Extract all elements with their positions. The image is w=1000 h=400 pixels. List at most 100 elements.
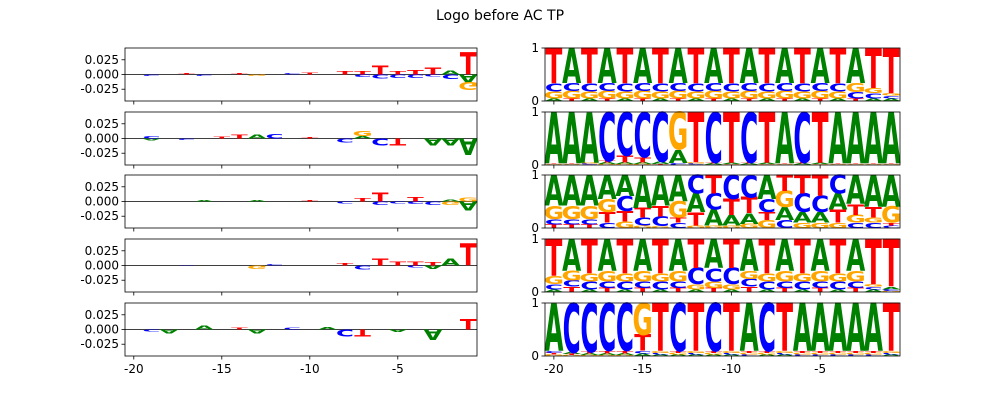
probability-letter: T xyxy=(758,39,775,96)
probability-letter: G xyxy=(757,164,777,165)
y-tick-label: 0.025 xyxy=(85,244,119,258)
attribution-letter: C xyxy=(354,264,372,270)
attribution-letter: A xyxy=(459,133,479,160)
probability-letter: A xyxy=(615,289,635,293)
probability-letter: T xyxy=(723,195,740,220)
probability-letter: T xyxy=(847,351,864,353)
probability-letter: G xyxy=(544,274,564,287)
probability-letter: G xyxy=(650,226,670,229)
probability-letter: C xyxy=(616,82,634,95)
probability-letter: A xyxy=(811,209,830,226)
probability-letter: G xyxy=(668,353,688,355)
probability-letter: T xyxy=(563,98,580,102)
probability-letter: T xyxy=(545,163,562,164)
probability-letter: T xyxy=(829,39,846,96)
probability-letter: A xyxy=(544,99,563,180)
probability-letter: A xyxy=(615,353,635,355)
probability-letter: G xyxy=(562,90,582,101)
y-tick-label: -0.025 xyxy=(80,209,119,223)
attribution-letter: C xyxy=(266,133,284,141)
probability-letter: T xyxy=(741,286,759,294)
probability-letter: T xyxy=(687,39,704,96)
attribution-letter: G xyxy=(458,79,478,91)
y-tick-label: -0.025 xyxy=(80,273,119,287)
probability-letter: T xyxy=(776,171,793,196)
y-tick-label: 0.025 xyxy=(85,53,119,67)
probability-letter: C xyxy=(793,354,811,356)
attribution-letter: T xyxy=(301,72,318,75)
probability-letter: T xyxy=(883,290,900,367)
probability-letter: T xyxy=(776,287,794,294)
probability-letter: G xyxy=(544,164,564,165)
probability-letter: G xyxy=(650,351,670,353)
probability-letter: A xyxy=(598,168,618,206)
probability-letter: A xyxy=(775,231,794,281)
probability-letter: G xyxy=(739,90,759,101)
probability-letter: T xyxy=(581,39,598,96)
probability-letter: C xyxy=(811,192,829,217)
probability-letter: G xyxy=(863,87,883,95)
attribution-letter: C xyxy=(406,201,424,205)
probability-letter: G xyxy=(704,353,724,355)
y-tick-label: 0.000 xyxy=(85,132,119,146)
probability-letter: T xyxy=(794,39,811,96)
probability-letter: A xyxy=(793,289,813,293)
probability-letter: A xyxy=(757,168,777,206)
probability-letter: A xyxy=(686,354,706,356)
probability-letter: T xyxy=(776,98,793,102)
probability-letter: A xyxy=(544,98,564,102)
attribution-letter: A xyxy=(441,136,461,147)
attribution-letter: T xyxy=(389,71,406,76)
probability-letter: G xyxy=(579,355,599,357)
attribution-letter: G xyxy=(353,130,373,138)
attribution-letter: C xyxy=(406,265,424,268)
probability-letter: T xyxy=(776,163,793,164)
probability-letter: C xyxy=(598,290,616,367)
probability-letter: A xyxy=(562,231,581,281)
probability-letter: A xyxy=(615,170,634,203)
probability-letter: G xyxy=(686,162,706,164)
probability-letter: G xyxy=(792,272,812,285)
probability-letter: A xyxy=(633,166,652,219)
probability-letter: A xyxy=(811,231,830,281)
probability-letter: C xyxy=(545,283,563,291)
probability-letter: T xyxy=(545,39,562,96)
probability-letter: C xyxy=(705,290,723,367)
probability-letter: G xyxy=(668,268,688,285)
y-tick-label: 0.025 xyxy=(85,180,119,194)
probability-letter: A xyxy=(598,353,618,355)
probability-letter: C xyxy=(829,82,847,95)
probability-letter: C xyxy=(829,280,847,293)
probability-letter: T xyxy=(865,163,882,164)
probability-letter: T xyxy=(829,163,846,164)
probability-letter: C xyxy=(758,196,776,217)
probability-letter: G xyxy=(810,222,830,230)
probability-letter: A xyxy=(811,163,831,165)
probability-letter: T xyxy=(865,351,882,353)
probability-letter: G xyxy=(881,203,901,228)
probability-letter: G xyxy=(615,164,635,166)
probability-letter: G xyxy=(597,268,617,285)
probability-letter: A xyxy=(615,162,635,164)
probability-letter: G xyxy=(792,353,812,355)
attribution-letter: T xyxy=(372,257,389,268)
attribution-letter: T xyxy=(389,261,406,267)
attribution-letter: A xyxy=(459,198,478,212)
attribution-letter: A xyxy=(142,138,162,141)
attribution-letter: T xyxy=(407,261,424,267)
probability-letter: G xyxy=(544,203,564,224)
probability-letter: T xyxy=(687,209,704,230)
attribution-letter: T xyxy=(337,263,354,267)
probability-letter: A xyxy=(775,39,794,94)
probability-letter: C xyxy=(651,99,669,177)
attribution-letter: G xyxy=(247,74,267,76)
probability-letter: T xyxy=(758,351,775,353)
probability-letter: G xyxy=(633,268,653,285)
probability-letter: G xyxy=(579,203,599,224)
probability-letter: C xyxy=(545,82,563,95)
probability-letter: T xyxy=(652,39,669,96)
probability-letter: T xyxy=(616,230,633,285)
probability-letter: T xyxy=(883,37,900,109)
probability-letter: T xyxy=(829,230,846,285)
